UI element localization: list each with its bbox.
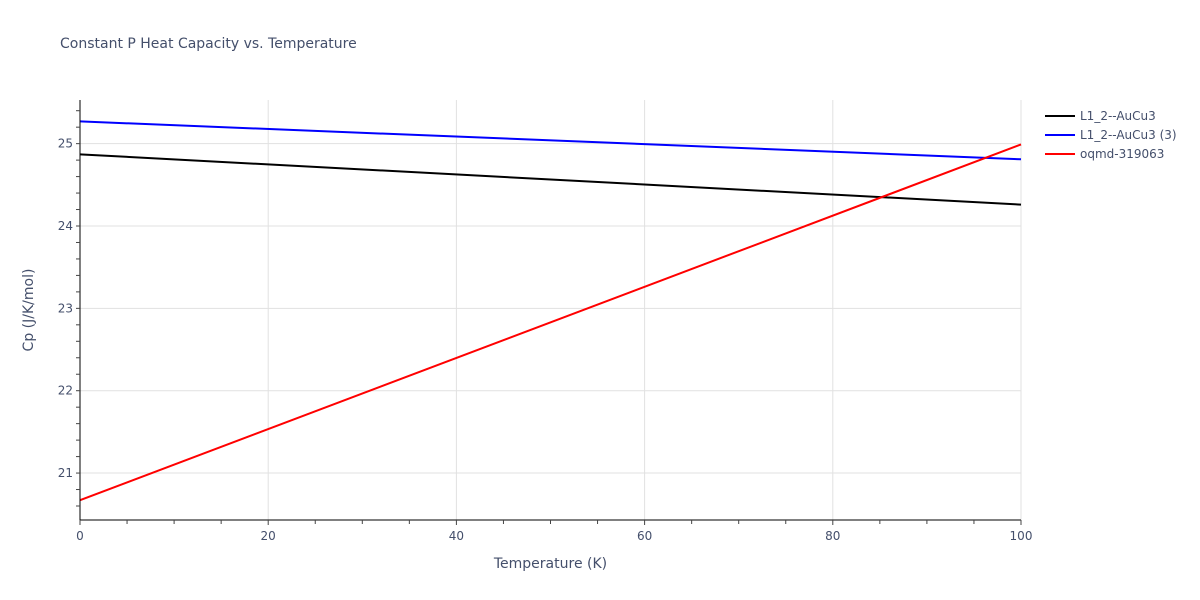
x-tick-label: 80 <box>825 529 840 543</box>
x-tick-label: 100 <box>1010 529 1033 543</box>
legend-swatch <box>1045 133 1075 136</box>
y-tick-label: 24 <box>58 219 73 233</box>
y-tick-label: 23 <box>58 301 73 315</box>
y-tick-label: 25 <box>58 137 73 151</box>
legend-swatch <box>1045 114 1075 117</box>
series-line[interactable] <box>79 143 1022 502</box>
chart-title: Constant P Heat Capacity vs. Temperature <box>60 36 357 52</box>
y-tick-label: 22 <box>58 384 73 398</box>
y-axis-title: Cp (J/K/mol) <box>21 269 37 352</box>
series-line[interactable] <box>79 153 1022 206</box>
x-tick-label: 40 <box>449 529 464 543</box>
legend: L1_2--AuCu3 L1_2--AuCu3 (3) oqmd-319063 <box>1045 106 1177 163</box>
legend-item[interactable]: L1_2--AuCu3 <box>1045 106 1177 125</box>
x-tick-label: 20 <box>261 529 276 543</box>
legend-item[interactable]: L1_2--AuCu3 (3) <box>1045 125 1177 144</box>
legend-label: L1_2--AuCu3 <box>1080 108 1156 123</box>
x-tick-label: 0 <box>76 529 84 543</box>
legend-label: oqmd-319063 <box>1080 146 1165 161</box>
x-tick-label: 60 <box>637 529 652 543</box>
series-line[interactable] <box>79 120 1022 161</box>
legend-item[interactable]: oqmd-319063 <box>1045 144 1177 163</box>
x-axis-title: Temperature (K) <box>493 556 607 572</box>
y-tick-label: 21 <box>58 466 73 480</box>
legend-swatch <box>1045 152 1075 155</box>
legend-label: L1_2--AuCu3 (3) <box>1080 127 1177 142</box>
